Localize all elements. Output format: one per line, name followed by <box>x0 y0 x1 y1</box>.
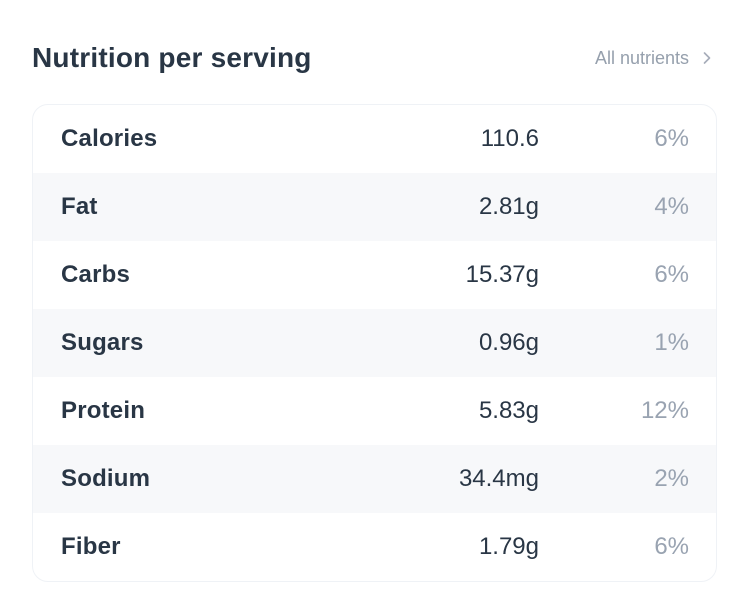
table-row: Carbs 15.37g 6% <box>33 241 716 309</box>
table-row: Sodium 34.4mg 2% <box>33 445 716 513</box>
nutrient-value: 5.83g <box>478 397 539 424</box>
table-row: Fat 2.81g 4% <box>33 173 716 241</box>
nutrient-label: Carbs <box>61 261 131 288</box>
nutrient-label: Calories <box>61 125 158 152</box>
nutrient-value: 0.96g <box>478 329 539 356</box>
nutrient-label: Fiber <box>61 533 121 560</box>
nutrient-daily-value: 2% <box>654 465 689 492</box>
nutrient-label: Fat <box>61 193 98 220</box>
nutrient-daily-value: 1% <box>654 329 689 356</box>
all-nutrients-label: All nutrients <box>594 47 689 68</box>
nutrient-value: 15.37g <box>465 261 539 288</box>
table-row: Protein 5.83g 12% <box>33 377 716 445</box>
nutrient-daily-value: 6% <box>654 261 689 288</box>
nutrient-daily-value: 6% <box>654 533 689 560</box>
nutrient-daily-value: 4% <box>654 193 689 220</box>
nutrient-label: Sugars <box>61 329 144 356</box>
table-row: Sugars 0.96g 1% <box>33 309 716 377</box>
table-row: Fiber 1.79g 6% <box>33 513 716 581</box>
nutrient-value: 110.6 <box>480 125 539 152</box>
nutrient-label: Sodium <box>61 465 151 492</box>
nutrient-daily-value: 12% <box>640 397 689 424</box>
nutrition-table: Calories 110.6 6% Fat 2.81g 4% Carbs 15.… <box>32 104 717 582</box>
page-title: Nutrition per serving <box>32 42 312 73</box>
nutrient-value: 34.4mg <box>458 465 539 492</box>
all-nutrients-link[interactable]: All nutrients <box>595 48 717 69</box>
nutrient-value: 2.81g <box>478 193 539 220</box>
nutrient-label: Protein <box>61 397 146 424</box>
nutrient-daily-value: 6% <box>654 125 689 152</box>
panel-header: Nutrition per serving All nutrients <box>32 40 717 76</box>
nutrition-panel: Nutrition per serving All nutrients Calo… <box>32 40 717 582</box>
table-row: Calories 110.6 6% <box>33 105 716 173</box>
chevron-right-icon <box>697 48 717 68</box>
nutrient-value: 1.79g <box>478 533 539 560</box>
